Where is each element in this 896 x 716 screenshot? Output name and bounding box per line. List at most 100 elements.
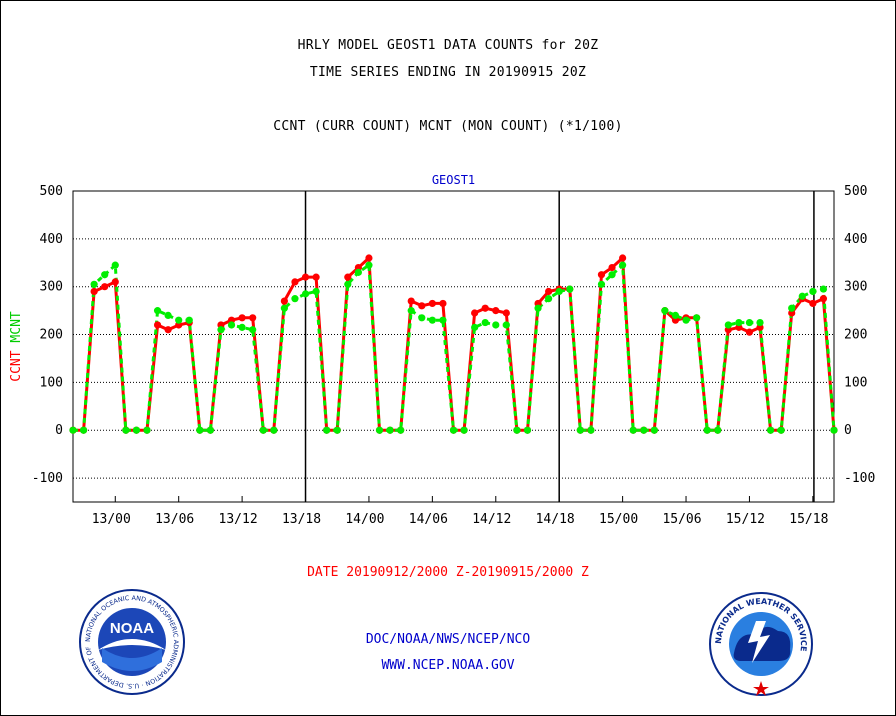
data-point-mcnt: [703, 426, 711, 434]
data-point-mcnt: [745, 318, 754, 327]
noaa-logo-text: NOAA: [110, 620, 154, 637]
data-point-mcnt: [312, 287, 320, 296]
x-tick-label: 14/00: [345, 512, 384, 527]
data-point-ccnt: [153, 321, 162, 329]
y-tick-label-left: -100: [32, 471, 63, 486]
x-tick-label: 14/18: [536, 512, 575, 527]
data-point-ccnt: [619, 254, 627, 262]
data-point-mcnt: [79, 426, 88, 434]
series-line-ccnt: [73, 254, 836, 432]
data-point-mcnt: [724, 321, 732, 329]
x-tick-label: 15/18: [789, 512, 828, 527]
data-point-mcnt: [460, 426, 468, 434]
data-point-ccnt: [164, 326, 172, 334]
data-point-mcnt: [714, 426, 722, 434]
chart-title-line1: HRLY MODEL GEOST1 DATA COUNTS for 20Z: [297, 38, 599, 53]
x-tick-label: 13/06: [155, 512, 194, 527]
noaa-logo: NOAA NATIONAL OCEANIC AND ATMOSPHERIC AD…: [78, 588, 185, 695]
data-point-ccnt: [238, 314, 246, 322]
data-point-mcnt: [534, 304, 542, 312]
data-point-mcnt: [301, 290, 310, 298]
nws-logo: NATIONAL WEATHER SERVICE: [709, 592, 813, 696]
data-point-mcnt: [407, 307, 415, 315]
y-tick-label-right: 200: [844, 328, 867, 343]
footer-url-line[interactable]: WWW.NCEP.NOAA.GOV: [381, 658, 515, 673]
data-point-ccnt: [90, 287, 98, 296]
data-point-mcnt: [766, 426, 775, 434]
data-point-mcnt: [788, 304, 796, 312]
chart-title-line3: CCNT (CURR COUNT) MCNT (MON COUNT) (*1/1…: [273, 119, 623, 134]
y-axis-label-ccnt: CCNT: [9, 350, 24, 381]
data-point-mcnt: [270, 426, 278, 434]
data-point-mcnt: [756, 318, 764, 327]
data-point-ccnt: [312, 273, 320, 281]
data-point-mcnt: [227, 321, 236, 329]
data-point-mcnt: [566, 285, 574, 293]
data-point-mcnt: [587, 426, 595, 434]
footer-org-line: DOC/NOAA/NWS/NCEP/NCO: [365, 632, 531, 647]
y-axis-label: CCNT MCNT: [9, 311, 24, 382]
data-point-mcnt: [375, 426, 384, 434]
data-point-mcnt: [671, 311, 680, 319]
data-point-mcnt: [365, 261, 373, 269]
data-point-mcnt: [354, 268, 362, 276]
data-point-mcnt: [819, 285, 828, 293]
data-point-ccnt: [545, 287, 553, 296]
panel-title: GEOST1: [432, 173, 475, 187]
x-tick-label: 14/12: [472, 512, 511, 527]
data-point-ccnt: [344, 273, 352, 281]
data-point-mcnt: [777, 426, 785, 434]
data-point-mcnt: [502, 321, 510, 329]
data-point-mcnt: [523, 426, 532, 434]
data-point-mcnt: [481, 318, 489, 327]
data-point-mcnt: [90, 280, 98, 288]
data-point-mcnt: [122, 426, 130, 434]
y-tick-label-left: 400: [40, 232, 63, 247]
data-point-ccnt: [471, 309, 479, 317]
data-point-mcnt: [661, 307, 669, 315]
data-point-ccnt: [819, 295, 828, 303]
data-point-mcnt: [386, 426, 394, 434]
data-point-mcnt: [418, 314, 426, 322]
data-point-mcnt: [397, 426, 405, 434]
data-point-ccnt: [745, 328, 754, 336]
y-tick-label-left: 0: [55, 423, 63, 438]
y-axis-label-mcnt: MCNT: [9, 311, 24, 350]
y-tick-label-right: 400: [844, 232, 867, 247]
data-point-ccnt: [291, 278, 299, 286]
data-point-ccnt: [280, 297, 288, 305]
data-point-mcnt: [101, 271, 109, 279]
data-point-mcnt: [196, 426, 204, 434]
data-point-mcnt: [217, 326, 225, 334]
data-point-mcnt: [735, 318, 743, 327]
x-tick-label: 15/12: [726, 512, 765, 527]
data-point-mcnt: [640, 426, 648, 434]
data-point-mcnt: [164, 311, 172, 319]
data-point-mcnt: [692, 314, 701, 322]
data-point-ccnt: [249, 314, 257, 322]
data-point-mcnt: [629, 426, 637, 434]
data-point-mcnt: [185, 316, 193, 324]
data-point-mcnt: [428, 316, 436, 324]
date-range-label: DATE 20190912/2000 Z-20190915/2000 Z: [307, 565, 589, 580]
data-point-ccnt: [301, 273, 310, 281]
data-point-mcnt: [333, 426, 341, 434]
data-point-mcnt: [111, 261, 119, 269]
data-point-ccnt: [101, 283, 109, 291]
y-tick-label-left: 500: [40, 184, 63, 199]
data-point-mcnt: [576, 426, 584, 434]
x-tick-label: 14/06: [409, 512, 448, 527]
data-point-mcnt: [809, 287, 817, 296]
data-point-mcnt: [798, 292, 806, 300]
data-point-mcnt: [597, 280, 606, 288]
data-point-mcnt: [471, 323, 479, 331]
data-point-ccnt: [492, 307, 500, 315]
data-point-ccnt: [418, 302, 426, 310]
data-point-mcnt: [555, 287, 563, 296]
x-tick-label: 13/18: [282, 512, 321, 527]
star-icon: [753, 681, 769, 696]
data-point-ccnt: [111, 278, 119, 286]
data-point-ccnt: [365, 254, 373, 262]
data-point-mcnt: [238, 323, 246, 331]
y-tick-label-left: 100: [40, 375, 63, 390]
